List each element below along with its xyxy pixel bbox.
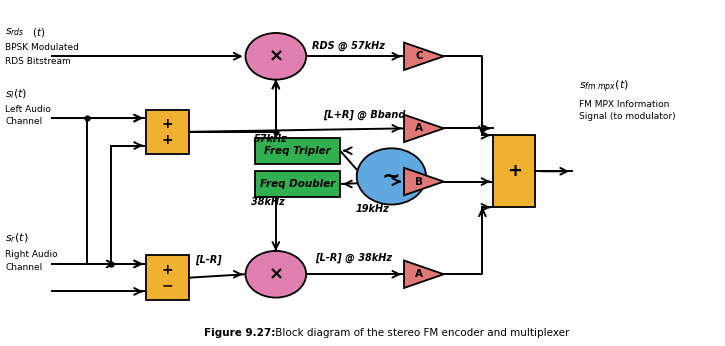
Text: Left Audio: Left Audio: [5, 105, 51, 114]
Polygon shape: [404, 168, 444, 195]
Text: 38kHz: 38kHz: [251, 197, 284, 207]
Text: 57kHz: 57kHz: [254, 134, 288, 144]
FancyBboxPatch shape: [146, 109, 189, 154]
Text: ~: ~: [382, 166, 401, 186]
Text: [L-R]: [L-R]: [195, 254, 222, 265]
Text: Freq Tripler: Freq Tripler: [264, 146, 331, 156]
Text: Channel: Channel: [5, 117, 42, 126]
Text: BPSK Modulated: BPSK Modulated: [5, 43, 79, 52]
Polygon shape: [404, 43, 444, 70]
Text: [L-R] @ 38kHz: [L-R] @ 38kHz: [315, 253, 392, 263]
Text: $s_l(t)$: $s_l(t)$: [5, 87, 28, 101]
Text: $s_{fm\;mpx}(t)$: $s_{fm\;mpx}(t)$: [579, 79, 629, 95]
Text: ×: ×: [268, 265, 283, 283]
Text: +
−: + −: [162, 263, 173, 293]
Text: FM MPX Information: FM MPX Information: [579, 100, 670, 109]
Text: Block diagram of the stereo FM encoder and multiplexer: Block diagram of the stereo FM encoder a…: [272, 328, 570, 338]
Text: A: A: [415, 269, 423, 279]
Text: $s_r(t)$: $s_r(t)$: [5, 231, 28, 245]
Text: RDS @ 57kHz: RDS @ 57kHz: [312, 41, 385, 51]
FancyBboxPatch shape: [493, 135, 535, 207]
Text: RDS Bitstream: RDS Bitstream: [5, 57, 71, 66]
Polygon shape: [404, 261, 444, 288]
Text: Channel: Channel: [5, 263, 42, 272]
Text: A: A: [415, 124, 423, 133]
Text: Signal (to modulator): Signal (to modulator): [579, 112, 676, 121]
Text: [L+R] @ Bband: [L+R] @ Bband: [323, 110, 405, 120]
Text: Freq Doubler: Freq Doubler: [260, 179, 335, 189]
Text: Right Audio: Right Audio: [5, 250, 57, 259]
Text: $(t)$: $(t)$: [32, 26, 45, 39]
Text: +: +: [507, 162, 522, 180]
Text: $s_{rds}$: $s_{rds}$: [5, 26, 25, 38]
Text: B: B: [415, 176, 423, 186]
Text: Figure 9.27:: Figure 9.27:: [204, 328, 275, 338]
Text: ×: ×: [268, 47, 283, 65]
Ellipse shape: [246, 33, 306, 80]
Text: 19kHz: 19kHz: [355, 204, 389, 214]
FancyBboxPatch shape: [255, 138, 340, 164]
Text: +
+: + +: [162, 117, 173, 147]
Ellipse shape: [246, 251, 306, 298]
FancyBboxPatch shape: [146, 255, 189, 300]
Text: C: C: [415, 51, 423, 61]
FancyBboxPatch shape: [255, 171, 340, 197]
Polygon shape: [404, 115, 444, 142]
Ellipse shape: [357, 148, 426, 204]
